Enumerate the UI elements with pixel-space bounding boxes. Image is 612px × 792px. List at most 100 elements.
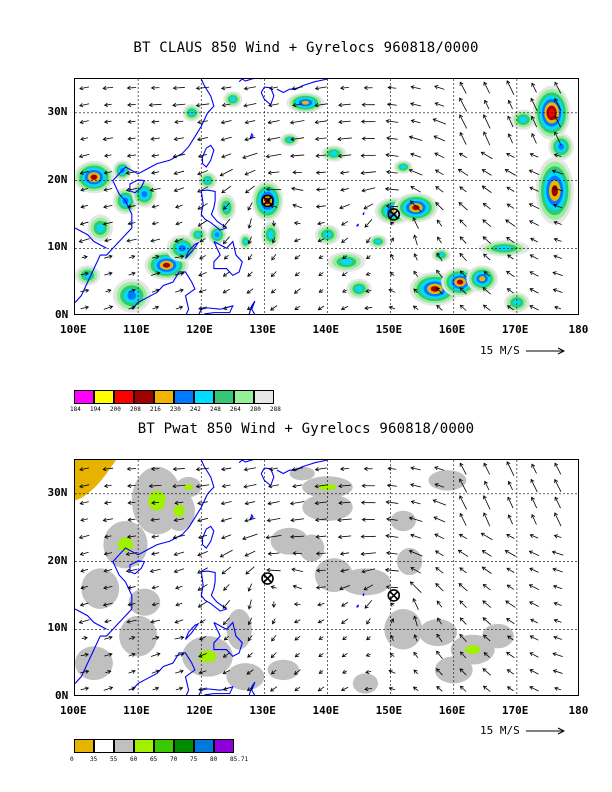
wind-vector (196, 484, 210, 488)
wind-vector (80, 687, 89, 691)
wind-vector (435, 202, 444, 211)
wind-vector (389, 306, 396, 310)
wind-vector (174, 187, 185, 192)
wind-vector (197, 584, 208, 591)
wind-vector (244, 169, 256, 176)
wind-vector (390, 618, 394, 624)
cloud-contour (513, 299, 521, 306)
wind-vector (290, 518, 305, 521)
wind-vector (482, 287, 491, 295)
pwat-contour (299, 534, 325, 562)
cloud-contour (456, 279, 464, 285)
cloud-contour (412, 205, 420, 211)
wind-vector (361, 568, 376, 573)
y-tick-label: 30N (47, 104, 68, 118)
wind-vector (315, 103, 328, 107)
wind-vector (436, 686, 443, 692)
wind-vector (386, 552, 398, 555)
wind-vector (435, 102, 445, 107)
wind-vector (79, 619, 90, 624)
wind-vector (273, 220, 275, 226)
wind-vector (197, 517, 208, 522)
wind-vector (290, 535, 305, 538)
wind-vector (79, 484, 90, 488)
wind-vector (483, 131, 491, 146)
wind-vector (198, 534, 208, 539)
wind-vector (458, 202, 468, 211)
wind-vector (364, 600, 373, 609)
pwat-contour (419, 619, 457, 647)
wind-vector (553, 636, 562, 640)
wind-vector (104, 636, 113, 640)
wind-vector (221, 566, 232, 575)
legend-label: 200 (110, 406, 121, 413)
wind-vector (529, 669, 539, 675)
legend-label: 60 (130, 756, 138, 763)
wind-vector (436, 269, 443, 279)
wind-vector (554, 221, 562, 225)
wind-vector (410, 467, 421, 471)
wind-vector (316, 154, 327, 157)
legend-swatch (114, 390, 134, 404)
wind-vector (248, 583, 253, 592)
wind-vector (505, 169, 516, 176)
legend-label: 248 (210, 406, 221, 413)
wind-vector (247, 271, 253, 277)
wind-vector (222, 599, 231, 609)
cloud-contour (230, 96, 236, 102)
wind-vector (127, 154, 137, 157)
wind-vector (79, 238, 90, 243)
wind-vector (554, 535, 562, 538)
legend-label: 194 (90, 406, 101, 413)
panel2-ref-vector-label: 15 M/S (480, 724, 520, 737)
wind-vector (196, 467, 210, 470)
wind-vector (315, 484, 328, 488)
wind-vector (172, 103, 186, 106)
wind-vector (267, 136, 281, 141)
legend-swatch (174, 739, 194, 753)
wind-vector (410, 484, 422, 488)
y-tick-label: 20N (47, 172, 68, 186)
wind-vector (151, 535, 160, 538)
wind-vector (554, 619, 562, 623)
wind-vector (414, 634, 418, 642)
wind-vector (506, 186, 515, 192)
wind-vector (80, 306, 89, 310)
wind-vector (223, 203, 230, 210)
wind-vector (553, 670, 563, 674)
wind-vector (505, 550, 516, 557)
wind-vector (530, 254, 539, 260)
wind-vector (223, 306, 230, 310)
wind-vector (366, 237, 371, 244)
legend-label: 55 (110, 756, 118, 763)
wind-vector (268, 171, 280, 174)
wind-vector (507, 254, 514, 260)
wind-vector (128, 636, 135, 640)
wind-vector (220, 549, 233, 558)
wind-vector (270, 686, 278, 692)
wind-vector (410, 103, 422, 107)
pwat-contour (302, 493, 353, 521)
wind-vector (318, 636, 324, 640)
wind-vector (175, 619, 184, 623)
wind-vector (223, 236, 230, 244)
wind-vector (459, 253, 467, 262)
wind-vector (198, 601, 208, 608)
wind-vector (554, 154, 562, 157)
wind-vector (316, 205, 326, 208)
wind-vector (128, 603, 136, 606)
wind-vector (316, 171, 326, 174)
wind-vector (103, 602, 113, 606)
wind-vector (173, 87, 185, 89)
wind-vector (318, 238, 325, 242)
wind-vector (508, 133, 513, 144)
cloud-contour (243, 239, 248, 244)
wind-vector (268, 552, 280, 555)
wind-vector (173, 534, 186, 539)
wind-vector (554, 479, 562, 493)
wind-vector (294, 305, 301, 310)
wind-vector (221, 534, 232, 539)
wind-vector (151, 171, 160, 174)
wind-vector (341, 686, 349, 691)
x-tick-label: 110E (123, 704, 150, 717)
